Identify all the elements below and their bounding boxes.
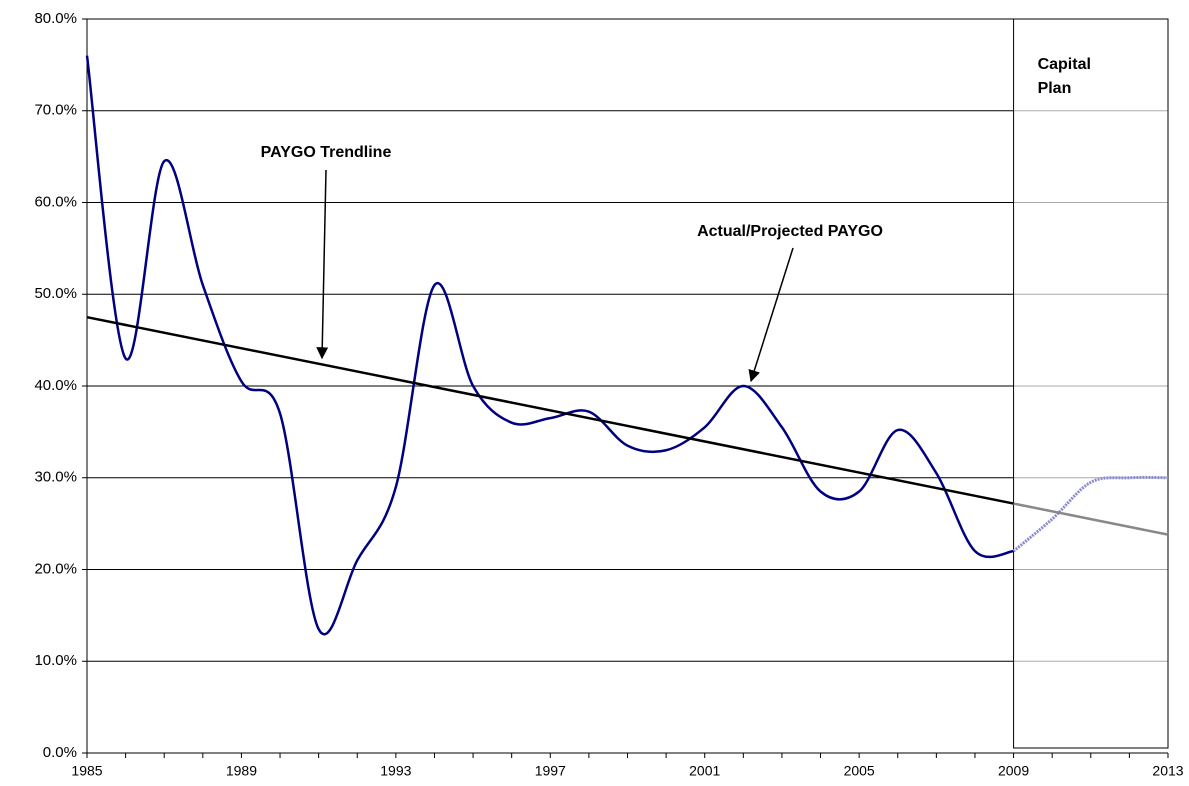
annotation: PAYGO Trendline — [261, 144, 392, 161]
x-tick-label: 2009 — [998, 763, 1029, 779]
series-line-projected — [1012, 475, 1169, 553]
y-tick-label: 30.0% — [34, 469, 77, 486]
x-tick-label: 1985 — [71, 763, 102, 779]
annotation: Actual/Projected PAYGO — [697, 223, 883, 240]
y-tick-label: 40.0% — [34, 377, 77, 394]
x-tick-label: 2013 — [1152, 763, 1183, 779]
region-box — [1013, 18, 1169, 749]
annotation-arrow — [316, 169, 329, 360]
x-tick-label: 2005 — [844, 763, 875, 779]
x-tick-label: 2001 — [689, 763, 720, 779]
trendline-projected — [1013, 502, 1169, 536]
y-tick-label: 10.0% — [34, 652, 77, 669]
trendline — [86, 315, 1014, 505]
y-tick-label: 20.0% — [34, 560, 77, 577]
y-tick-label: 70.0% — [34, 102, 77, 119]
series-line — [85, 55, 1014, 636]
x-tick-label: 1997 — [535, 763, 566, 779]
annotation-arrow — [748, 247, 794, 383]
y-tick-label: 0.0% — [43, 744, 77, 761]
region-label: Capital Plan — [1038, 56, 1091, 97]
x-tick-label: 1989 — [226, 763, 257, 779]
y-tick-label: 60.0% — [34, 193, 77, 210]
x-tick-label: 1993 — [380, 763, 411, 779]
y-tick-label: 80.0% — [34, 10, 77, 27]
y-tick-label: 50.0% — [34, 285, 77, 302]
